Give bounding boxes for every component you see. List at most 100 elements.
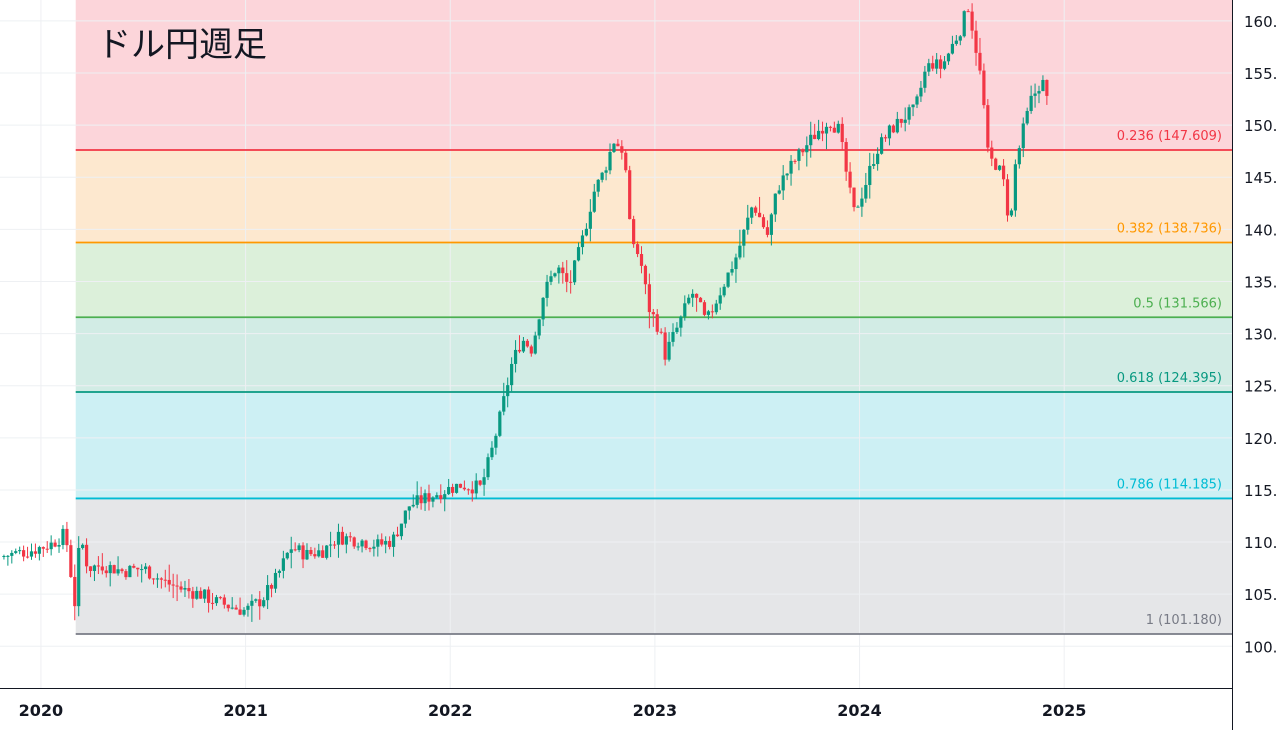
candle-body-2 (10, 552, 14, 556)
candle-body-131 (517, 349, 522, 352)
candle-body-45 (179, 586, 183, 590)
candle-body-237 (935, 59, 939, 69)
candle-body-53 (210, 602, 215, 604)
candle-body-218 (860, 198, 864, 207)
candle-body-48 (191, 591, 195, 599)
candle-body-216 (852, 187, 856, 208)
candle-body-246 (970, 11, 974, 31)
candle-body-24 (96, 565, 100, 567)
fib-label-0.618: 0.618 (124.395) (1117, 371, 1222, 386)
candle-body-93 (368, 548, 372, 550)
candle-body-129 (510, 363, 514, 386)
price-tick-label: 155. (1244, 65, 1277, 83)
candle-body-97 (384, 540, 388, 545)
candle-body-17 (69, 545, 73, 577)
candle-body-142 (561, 267, 565, 274)
candle-body-210 (828, 126, 833, 128)
candle-body-193 (761, 217, 766, 228)
candle-body-146 (576, 247, 581, 261)
candle-body-115 (454, 483, 459, 493)
candle-body-232 (915, 96, 919, 105)
candle-body-67 (266, 585, 270, 601)
fib-band-0.618 (75, 317, 1232, 393)
candle-body-14 (57, 545, 61, 547)
candle-body-79 (313, 554, 317, 557)
candle-body-241 (950, 43, 955, 54)
candle-body-106 (419, 495, 423, 504)
price-tick-label: 115. (1244, 482, 1277, 500)
candle-body-159 (628, 170, 632, 220)
candle-body-199 (785, 173, 789, 176)
candle-body-20 (81, 544, 85, 548)
candle-body-87 (344, 536, 348, 545)
candle-body-16 (65, 528, 69, 546)
candle-body-15 (61, 528, 65, 546)
candle-body-184 (726, 272, 730, 287)
candle-body-161 (635, 244, 640, 255)
candle-body-109 (431, 497, 435, 502)
candle-body-201 (793, 160, 797, 162)
candle-body-72 (285, 552, 289, 559)
candle-body-133 (525, 340, 529, 347)
candle-body-265 (1045, 79, 1049, 96)
candle-body-231 (911, 104, 915, 108)
candle-body-248 (978, 52, 982, 71)
time-axis[interactable]: 2020 2021 2022 2023 2024 2025 (0, 688, 1232, 730)
candle-body-32 (128, 565, 132, 578)
candle-body-217 (856, 206, 860, 208)
candle-body-36 (144, 566, 148, 570)
price-tick-label: 160. (1244, 13, 1277, 31)
candle-body-104 (411, 504, 415, 507)
candle-body-213 (840, 123, 844, 143)
candle-body-139 (549, 276, 553, 282)
candle-body-260 (1025, 110, 1029, 124)
candle-body-65 (258, 599, 262, 607)
candle-body-215 (848, 171, 852, 188)
candle-body-221 (872, 164, 876, 166)
candle-body-64 (254, 599, 258, 601)
candle-body-68 (269, 585, 274, 589)
candle-body-191 (754, 207, 758, 213)
candle-body-203 (801, 149, 805, 153)
candle-body-253 (998, 165, 1002, 170)
candle-body-143 (565, 273, 569, 282)
candle-body-61 (242, 609, 246, 615)
candle-body-257 (1013, 164, 1017, 211)
candle-body-229 (903, 119, 907, 123)
candle-body-56 (222, 597, 226, 605)
candle-body-31 (124, 571, 128, 578)
candle-body-80 (317, 550, 321, 557)
candle-body-234 (923, 71, 927, 88)
candle-body-124 (490, 447, 494, 458)
candle-body-251 (990, 147, 994, 159)
candle-body-174 (687, 297, 691, 304)
candle-body-175 (691, 293, 695, 298)
fib-band-1 (75, 498, 1232, 635)
candle-body-8 (33, 551, 38, 554)
candle-body-177 (698, 297, 703, 303)
candle-body-63 (250, 600, 254, 606)
chart-title: ドル円週足 (97, 25, 267, 65)
candle-body-156 (616, 143, 620, 147)
price-axis[interactable]: 100. 105. 110. 115. 120. 125. 130. 135. 140. 145.… (1232, 0, 1283, 730)
fib-label-0.236: 0.236 (147.609) (1117, 129, 1222, 144)
candle-body-173 (683, 303, 687, 317)
candle-body-41 (163, 579, 167, 581)
candle-body-91 (360, 540, 364, 547)
candle-body-118 (466, 489, 470, 491)
candle-body-42 (167, 579, 171, 585)
candle-body-165 (651, 312, 655, 315)
candle-body-262 (1033, 93, 1037, 96)
candle-body-171 (675, 327, 679, 333)
candle-body-164 (647, 284, 651, 313)
candle-body-154 (608, 151, 612, 171)
candle-body-3 (14, 551, 18, 553)
candle-body-29 (116, 569, 120, 574)
candle-body-134 (529, 346, 533, 354)
candle-body-88 (348, 536, 352, 538)
candle-body-10 (41, 547, 45, 549)
candle-body-228 (899, 118, 903, 123)
fib-label-0.382: 0.382 (138.736) (1117, 222, 1222, 237)
fib-levels (75, 149, 1232, 635)
candle-body-169 (667, 341, 671, 360)
